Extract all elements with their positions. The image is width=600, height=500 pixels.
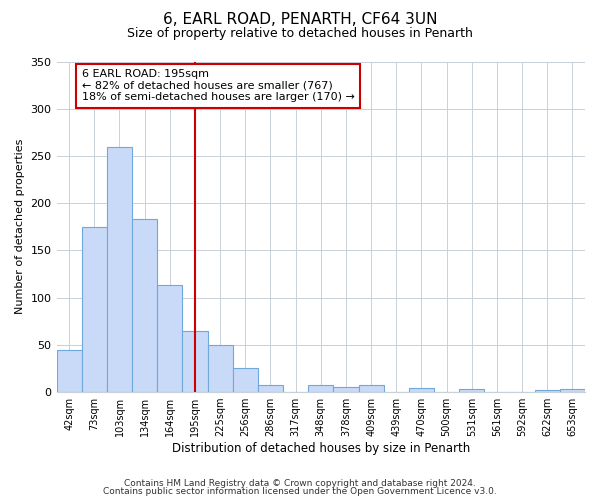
Bar: [308, 384, 334, 392]
Text: Contains HM Land Registry data © Crown copyright and database right 2024.: Contains HM Land Registry data © Crown c…: [124, 478, 476, 488]
Bar: [560, 389, 585, 392]
Text: Size of property relative to detached houses in Penarth: Size of property relative to detached ho…: [127, 28, 473, 40]
Y-axis label: Number of detached properties: Number of detached properties: [15, 139, 25, 314]
Text: Contains public sector information licensed under the Open Government Licence v3: Contains public sector information licen…: [103, 487, 497, 496]
Bar: [459, 389, 484, 392]
Bar: [258, 384, 283, 392]
Bar: [132, 219, 157, 392]
Bar: [208, 345, 233, 392]
Bar: [409, 388, 434, 392]
Bar: [157, 286, 182, 392]
Bar: [56, 350, 82, 392]
Text: 6 EARL ROAD: 195sqm
← 82% of detached houses are smaller (767)
18% of semi-detac: 6 EARL ROAD: 195sqm ← 82% of detached ho…: [82, 69, 355, 102]
Bar: [233, 368, 258, 392]
Text: 6, EARL ROAD, PENARTH, CF64 3UN: 6, EARL ROAD, PENARTH, CF64 3UN: [163, 12, 437, 28]
X-axis label: Distribution of detached houses by size in Penarth: Distribution of detached houses by size …: [172, 442, 470, 455]
Bar: [82, 227, 107, 392]
Bar: [334, 388, 359, 392]
Bar: [182, 330, 208, 392]
Bar: [535, 390, 560, 392]
Bar: [359, 386, 383, 392]
Bar: [107, 146, 132, 392]
